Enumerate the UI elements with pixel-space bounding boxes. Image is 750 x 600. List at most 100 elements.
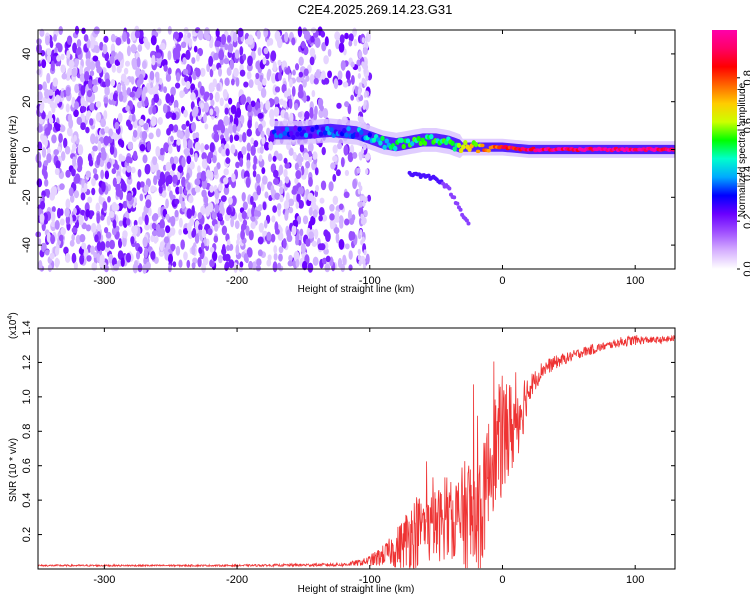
noise-cell xyxy=(159,42,166,50)
x-tick-label: -300 xyxy=(93,574,115,586)
noise-cell xyxy=(139,193,144,202)
noise-cell xyxy=(348,250,353,260)
noise-cell xyxy=(176,129,182,138)
noise-cell xyxy=(274,192,281,200)
noise-cell xyxy=(357,105,362,112)
noise-cell xyxy=(181,123,187,131)
noise-cell xyxy=(273,169,279,179)
noise-cell xyxy=(215,28,220,38)
colorbar-tick-label: 0.2 xyxy=(742,214,750,229)
noise-cell xyxy=(116,175,121,184)
ridge-cell xyxy=(282,130,288,136)
noise-cell xyxy=(112,92,118,102)
noise-cell xyxy=(220,123,226,134)
noise-cell xyxy=(357,115,361,122)
noise-cell xyxy=(106,215,111,226)
noise-cell xyxy=(89,39,95,50)
noise-cell xyxy=(262,56,267,65)
noise-cell xyxy=(117,138,123,146)
noise-cell xyxy=(39,213,45,223)
noise-cell xyxy=(148,132,154,140)
noise-cell xyxy=(182,57,187,65)
noise-cell xyxy=(180,201,186,209)
noise-cell xyxy=(350,94,355,101)
ridge-cell xyxy=(303,132,309,138)
noise-cell xyxy=(60,227,66,236)
noise-cell xyxy=(131,113,136,122)
colorbar-tick-label: 0.0 xyxy=(742,261,750,276)
noise-cell xyxy=(159,218,165,230)
noise-cell xyxy=(89,118,94,126)
noise-cell xyxy=(307,262,314,273)
noise-cell xyxy=(270,98,275,106)
noise-cell xyxy=(173,31,179,40)
ridge-cell xyxy=(480,143,485,148)
noise-cell xyxy=(80,105,87,113)
noise-cell xyxy=(125,252,132,263)
noise-cell xyxy=(304,167,309,176)
noise-cell xyxy=(92,55,99,62)
noise-cell xyxy=(233,134,240,142)
noise-cell xyxy=(189,147,194,156)
noise-cell xyxy=(92,84,99,93)
noise-cell xyxy=(191,205,195,217)
noise-cell xyxy=(170,243,176,251)
noise-cell xyxy=(141,130,148,140)
colorbar-axis: 0.0 0.2 0.4 0.6 0.8 xyxy=(737,70,750,277)
noise-cell xyxy=(343,48,347,56)
noise-cell xyxy=(223,177,229,185)
noise-cell xyxy=(96,154,101,166)
chart-title: C2E4.2025.269.14.23.G31 xyxy=(298,2,453,17)
noise-cell xyxy=(36,68,42,76)
noise-cell xyxy=(130,43,137,54)
noise-cell xyxy=(150,115,157,127)
noise-cell xyxy=(261,167,266,175)
noise-cell xyxy=(224,253,231,262)
noise-cell xyxy=(296,76,302,83)
noise-cell xyxy=(52,77,59,87)
noise-cell xyxy=(175,43,182,53)
noise-cell xyxy=(120,180,126,192)
noise-cell xyxy=(236,107,242,118)
snr-background xyxy=(38,328,675,569)
noise-cell xyxy=(95,202,101,212)
noise-cell xyxy=(314,37,321,48)
noise-cell xyxy=(180,41,187,49)
noise-cell xyxy=(358,82,362,89)
noise-cell xyxy=(248,260,253,270)
noise-cell xyxy=(107,195,111,203)
noise-cell xyxy=(50,211,56,223)
noise-cell xyxy=(151,222,157,230)
noise-cell xyxy=(89,102,96,112)
noise-cell xyxy=(283,200,290,211)
noise-cell xyxy=(231,172,236,183)
noise-cell xyxy=(172,174,178,184)
spectrogram-x-label: Height of straight line (km) xyxy=(298,284,415,295)
noise-cell xyxy=(128,123,133,131)
noise-cell xyxy=(103,97,109,104)
noise-cell xyxy=(111,201,118,212)
noise-cell xyxy=(321,41,327,52)
noise-cell xyxy=(145,199,152,209)
noise-cell xyxy=(183,109,188,118)
noise-cell xyxy=(37,160,42,168)
noise-cell xyxy=(283,90,289,98)
noise-cell xyxy=(204,91,210,99)
noise-cell xyxy=(124,60,131,67)
noise-cell xyxy=(39,28,45,37)
ridge-cell xyxy=(291,134,296,141)
noise-cell xyxy=(92,78,98,86)
branch-cell xyxy=(426,173,431,178)
noise-cell xyxy=(252,170,257,178)
noise-cell xyxy=(318,215,323,222)
noise-cell xyxy=(167,50,172,61)
noise-cell xyxy=(102,200,108,212)
noise-cell xyxy=(209,108,214,116)
noise-cell xyxy=(228,196,233,205)
noise-cell xyxy=(103,35,109,43)
noise-cell xyxy=(64,207,70,218)
noise-cell xyxy=(213,52,220,61)
noise-cell xyxy=(223,57,230,65)
noise-cell xyxy=(67,67,73,76)
noise-cell xyxy=(194,178,201,186)
